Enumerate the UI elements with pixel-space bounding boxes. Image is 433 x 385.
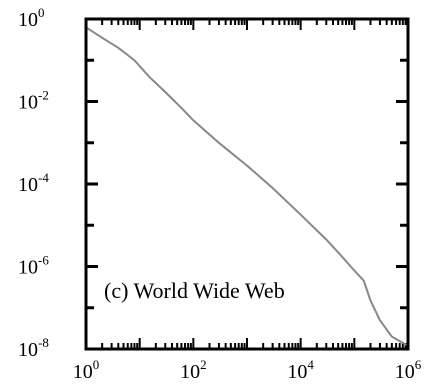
plot-frame xyxy=(84,17,410,351)
x-tick-label: 100 xyxy=(73,357,100,383)
x-tick-label: 104 xyxy=(287,357,314,383)
y-tick-label: 100 xyxy=(18,5,45,31)
x-tick-label: 102 xyxy=(180,357,207,383)
y-tick-label: 10-4 xyxy=(18,170,49,196)
y-tick-label: 10-6 xyxy=(18,253,49,279)
y-tick-label: 10-2 xyxy=(18,88,49,114)
chart-annotation: (c) World Wide Web xyxy=(104,278,285,303)
y-tick-label: 10-8 xyxy=(18,335,49,361)
series-line xyxy=(85,26,409,347)
x-tick-label: 106 xyxy=(395,357,422,383)
